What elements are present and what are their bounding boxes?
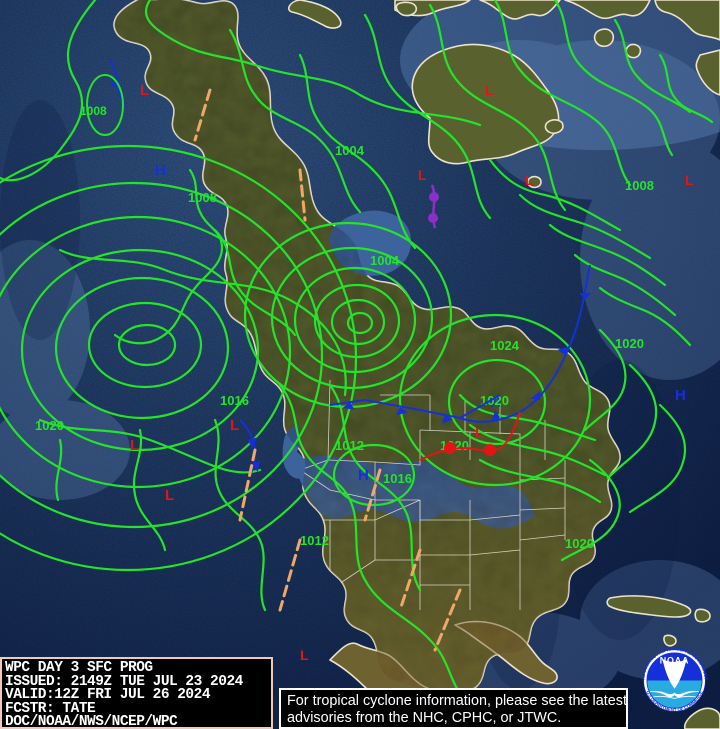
- svg-text:1024: 1024: [490, 338, 520, 353]
- svg-text:L: L: [525, 172, 534, 188]
- svg-text:L: L: [485, 82, 494, 98]
- svg-text:1008: 1008: [80, 104, 107, 118]
- svg-text:1008: 1008: [625, 178, 654, 193]
- svg-text:L: L: [165, 487, 174, 504]
- svg-text:L: L: [418, 167, 427, 183]
- svg-text:1016: 1016: [220, 393, 249, 408]
- svg-text:NOAA: NOAA: [659, 655, 688, 665]
- svg-text:L: L: [475, 425, 484, 442]
- svg-text:1016: 1016: [383, 471, 412, 486]
- svg-text:1020: 1020: [480, 393, 509, 408]
- svg-text:L: L: [140, 82, 149, 99]
- svg-text:L: L: [685, 172, 694, 188]
- svg-text:L: L: [300, 647, 309, 663]
- svg-text:1012: 1012: [300, 533, 329, 548]
- svg-text:1008: 1008: [188, 190, 217, 205]
- svg-text:L: L: [230, 417, 239, 434]
- svg-text:1020: 1020: [565, 536, 594, 551]
- svg-text:1020: 1020: [35, 418, 64, 433]
- svg-text:1012: 1012: [335, 438, 364, 453]
- svg-text:H: H: [675, 387, 686, 404]
- svg-text:L: L: [130, 437, 139, 454]
- svg-text:1004: 1004: [370, 253, 400, 268]
- svg-text:H: H: [155, 162, 166, 179]
- svg-text:1020: 1020: [615, 336, 644, 351]
- svg-text:1004: 1004: [335, 143, 365, 158]
- svg-text:H: H: [358, 467, 369, 484]
